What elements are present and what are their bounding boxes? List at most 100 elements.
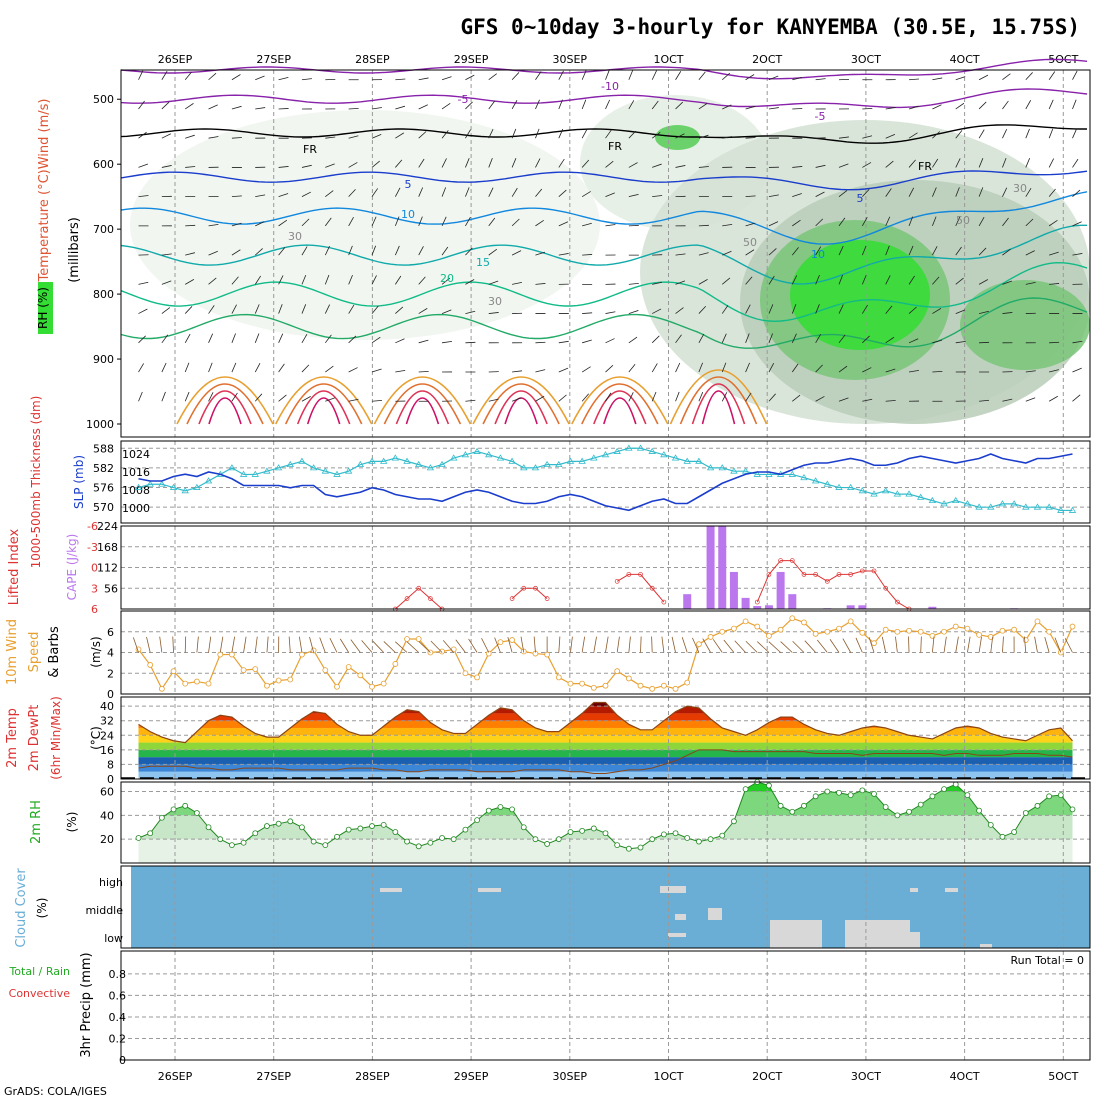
wind-barb [418, 187, 424, 197]
wind-barb [815, 396, 825, 402]
wind-barb [722, 223, 733, 227]
thickness-line-point [543, 460, 551, 468]
wind-barb [861, 216, 868, 227]
thickness-line-point [333, 470, 341, 477]
wind-axis-label-3: & Barbs [47, 626, 62, 678]
temperature-band [138, 706, 1073, 714]
surface-wind-barb [593, 636, 597, 653]
wind-barb [301, 274, 307, 285]
wind-barb [488, 73, 497, 81]
wind-barb [371, 305, 379, 314]
rh-line-point [987, 821, 994, 828]
wind-barb [348, 274, 353, 285]
wind-speed-line-point [987, 634, 994, 640]
wind-barb [1002, 217, 1009, 227]
thickness-line-point [193, 483, 201, 490]
wind-speed-line-point [182, 680, 189, 687]
contour-label: 10 [811, 248, 825, 261]
wind-speed-line-point [999, 627, 1006, 634]
chart-layer: 26SEP 26SEP 27SEP 27SEP 28SEP 28SEP 29SEP 29SEP… [5, 53, 1091, 1083]
surface-wind-barb [507, 636, 513, 653]
rh-line-point [310, 838, 317, 845]
wind-barb [301, 333, 308, 344]
wind-barb [418, 131, 427, 139]
wind-barb [208, 223, 219, 227]
surface-wind-barb [288, 636, 291, 653]
cape-axis-label: CAPE (J/kg) [65, 534, 79, 601]
wind-barb [558, 394, 567, 402]
wind-barb [185, 224, 196, 227]
wind-speed-line-point [789, 615, 796, 622]
wind-barb [698, 103, 708, 110]
wind-barb [418, 339, 429, 344]
wind-barb [371, 216, 377, 227]
wind-speed-line-point [1034, 618, 1041, 625]
date-label-top: 26SEP [158, 53, 193, 66]
thickness-line-point [1033, 503, 1042, 510]
thickness-line-point [905, 490, 913, 497]
wind-barb [185, 134, 195, 139]
wind-barb [535, 283, 546, 285]
wind-barb [745, 74, 755, 81]
rh-line-point [427, 839, 434, 846]
wind-barb [208, 104, 218, 110]
thickness-line-point [636, 444, 645, 451]
wind-barb [1049, 369, 1059, 373]
wind-barb [698, 333, 705, 344]
wind-barb [465, 247, 473, 256]
date-label-bottom: 27SEP [256, 1070, 291, 1083]
date-label-top: 29SEP [454, 53, 489, 66]
wind-barb [1049, 341, 1060, 344]
wind-barb [861, 274, 867, 285]
wind-barb [955, 246, 962, 256]
wind-speed-line-point [497, 639, 504, 646]
cloud-panel-frame [120, 865, 1091, 949]
rh-line-point [625, 845, 632, 852]
precip-axis-label-2: Convective [9, 987, 71, 1000]
wind-barb [792, 219, 801, 227]
rh-line-point [193, 810, 200, 816]
wind-barb [138, 195, 149, 198]
warm-contour [176, 376, 274, 425]
pressure-tick: 600 [93, 158, 114, 171]
rh2m-units-label: (%) [65, 812, 79, 833]
wind-speed-line-point [742, 618, 749, 625]
wind-speed-line-point [625, 675, 632, 682]
wind-barb [395, 338, 405, 344]
lifted-index-point [871, 568, 877, 574]
warm-contour [691, 383, 746, 425]
date-label-bottom: 29SEP [454, 1070, 489, 1083]
wind-speed-line-point [369, 683, 375, 690]
wind-barb [908, 132, 918, 139]
wind-barb [465, 101, 473, 110]
thickness-line-point [695, 457, 703, 464]
wind-barb [512, 281, 522, 285]
thickness-line-point [414, 460, 423, 468]
rh-line-point [404, 838, 410, 845]
surface-wind-barb [361, 640, 373, 653]
wind-barb [815, 333, 821, 344]
lifted-index-point [544, 596, 550, 601]
wind-barb [932, 158, 939, 168]
wind-speed-line-point [684, 679, 691, 686]
wind-barb [418, 246, 424, 256]
surface-wind-barb [319, 637, 326, 653]
wind-barb [605, 224, 616, 227]
surface-wind-barb [1002, 636, 1004, 653]
wind-barb [441, 277, 451, 285]
wind-barb [909, 78, 920, 81]
wind-barb [1002, 280, 1012, 285]
temp-tick: 32 [100, 715, 114, 728]
wind-barb [745, 195, 756, 198]
wind-barb [511, 250, 522, 256]
wind-speed-line-point [229, 651, 235, 658]
wind-barb [885, 275, 891, 285]
wind-barb [932, 370, 943, 373]
rh-line-point [836, 789, 842, 796]
wind-barb [838, 217, 846, 227]
wind-barb [978, 247, 987, 256]
wind-barb [161, 307, 171, 314]
thickness-line-point [274, 464, 283, 471]
rh-line-point [731, 818, 737, 825]
wind-barb [651, 100, 659, 110]
